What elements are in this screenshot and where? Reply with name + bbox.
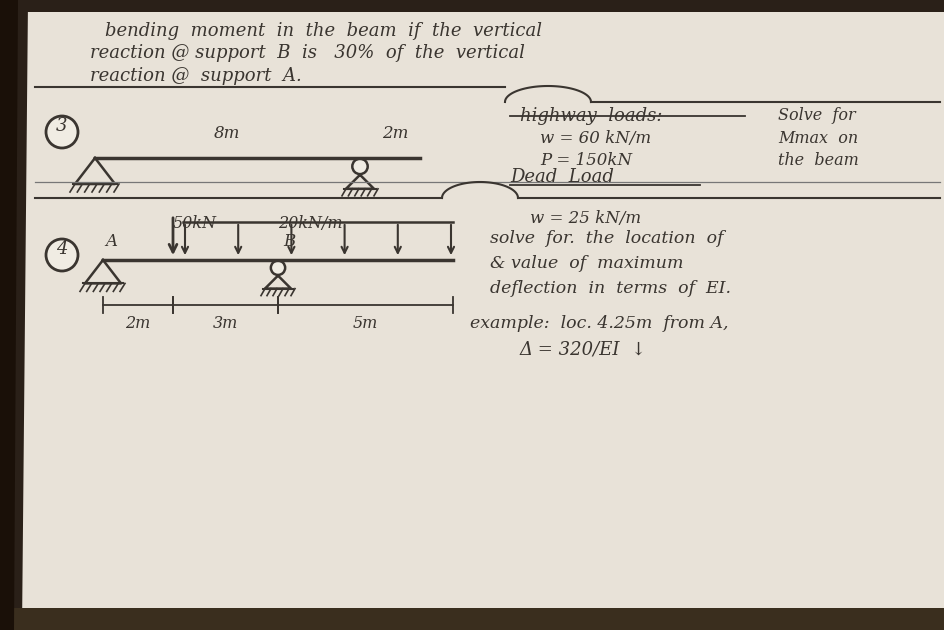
Text: reaction @  support  A.: reaction @ support A. [90,67,301,85]
Polygon shape [0,608,944,630]
Text: 3m: 3m [212,315,238,332]
Text: 8m: 8m [213,125,240,142]
Text: Dead  Load: Dead Load [510,168,614,186]
Text: reaction @ support  B  is   30%  of  the  vertical: reaction @ support B is 30% of the verti… [90,44,524,62]
Text: the  beam: the beam [777,152,858,169]
Text: B: B [282,233,295,250]
Circle shape [46,239,78,271]
Text: bending  moment  in  the  beam  if  the  vertical: bending moment in the beam if the vertic… [105,22,542,40]
Text: P = 150kN: P = 150kN [539,152,632,169]
Polygon shape [0,0,28,630]
Circle shape [46,116,78,148]
Text: 4: 4 [57,240,68,258]
Text: Solve  for: Solve for [777,107,854,124]
Text: w = 60 kN/m: w = 60 kN/m [539,130,650,147]
Text: highway  loads:: highway loads: [519,107,662,125]
Text: 50kN: 50kN [173,215,217,232]
Text: 5m: 5m [352,315,378,332]
Polygon shape [0,0,18,630]
Text: 20kN/m: 20kN/m [278,215,342,232]
Text: Δ = 320/EI  ↓: Δ = 320/EI ↓ [519,340,647,358]
Text: 2m: 2m [126,315,150,332]
Text: & value  of  maximum: & value of maximum [490,255,683,272]
Polygon shape [0,0,944,12]
Text: w = 25 kN/m: w = 25 kN/m [530,210,640,227]
Text: solve  for.  the  location  of: solve for. the location of [490,230,723,247]
Text: Mmax  on: Mmax on [777,130,857,147]
Text: 2m: 2m [381,125,408,142]
Text: 3: 3 [57,117,68,135]
Text: deflection  in  terms  of  EI.: deflection in terms of EI. [490,280,731,297]
Circle shape [271,261,285,275]
Circle shape [352,159,367,174]
Text: A: A [105,233,117,250]
Text: example:  loc. 4.25m  from A,: example: loc. 4.25m from A, [469,315,728,332]
